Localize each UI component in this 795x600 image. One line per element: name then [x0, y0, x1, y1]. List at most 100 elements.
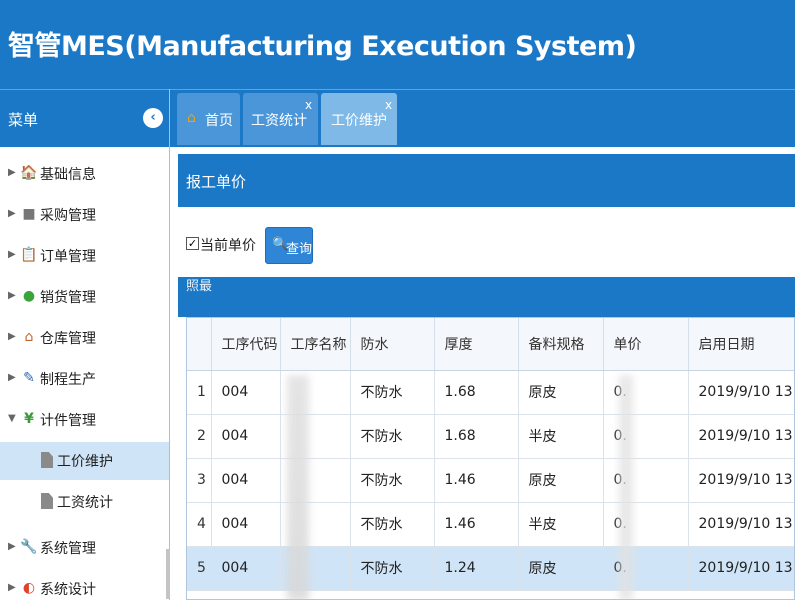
collapse-arrow-icon: ▼	[8, 413, 16, 424]
sidebar-item-piecework[interactable]: ▼ ¥ 计件管理	[0, 401, 169, 439]
cell-start-date: 2019/9/10 13:03:08	[688, 502, 794, 547]
cell-waterproof: 不防水	[350, 502, 435, 547]
tools-icon: 🔧	[20, 539, 38, 555]
cell-start-date: 2019/9/10 13:02:29	[688, 458, 794, 503]
cell-thickness: 1.68	[434, 370, 519, 415]
sidebar: 菜单 ‹ ▶ 🏠 基础信息 ▶ ■ 采购管理 ▶ 📋 订单管理 ▶ ● 销货管理…	[0, 89, 170, 600]
main-content: 报工单价 ✓ 当前单价 🔍 查询 照最 工序代码 工序名称 防水 厚度	[170, 147, 795, 600]
table-row[interactable]: 1 004 不防水 1.68 原皮 0. 2019/9/10 13:01:06	[187, 370, 794, 415]
folder-icon: ■	[22, 206, 36, 222]
cell-start-date: 2019/9/10 13:03:53	[688, 546, 794, 591]
row-number: 3	[187, 458, 212, 503]
sidebar-scrollbar[interactable]	[166, 549, 170, 599]
cell-process-code: 004	[211, 370, 281, 415]
table-row[interactable]: 2 004 不防水 1.68 半皮 0. 2019/9/10 13:02:06	[187, 414, 794, 459]
sidebar-item-label: 系统管理	[40, 541, 96, 557]
file-icon	[38, 492, 56, 510]
row-number: 5	[187, 546, 212, 591]
app-header: 智管MES(Manufacturing Execution System)	[0, 0, 795, 89]
sidebar-item-label: 制程生产	[40, 372, 96, 388]
table-header-row: 工序代码 工序名称 防水 厚度 备料规格 单价 启用日期	[187, 318, 794, 371]
table-row[interactable]: 3 004 不防水 1.46 原皮 0. 2019/9/10 13:02:29	[187, 458, 794, 503]
table-row-selected[interactable]: 5 004 不防水 1.24 原皮 0. 2019/9/10 13:03:53	[187, 546, 794, 591]
collapse-sidebar-button[interactable]: ‹	[143, 108, 163, 128]
tab-bar: ⌂ 首页 工资统计 x 工价维护 x	[170, 89, 795, 147]
menu-title: 菜单	[8, 111, 39, 129]
cell-waterproof: 不防水	[350, 414, 435, 459]
column-header[interactable]: 工序代码	[211, 318, 281, 371]
tab-close-icon[interactable]: x	[305, 98, 313, 112]
cell-thickness: 1.46	[434, 502, 519, 547]
redacted-unit-prices	[619, 375, 633, 599]
panel-header: 报工单价	[178, 154, 795, 207]
cell-thickness: 1.46	[434, 458, 519, 503]
sidebar-item-label: 系统设计	[40, 582, 96, 598]
rainbow-icon: ◐	[22, 580, 36, 596]
row-number: 1	[187, 370, 212, 415]
toolbar: ✓ 当前单价 🔍 查询	[178, 222, 795, 270]
column-header[interactable]: 厚度	[434, 318, 519, 371]
panel-title: 报工单价	[186, 173, 247, 191]
tab-salary-stats[interactable]: 工资统计 x	[243, 93, 318, 145]
sidebar-item-label: 采购管理	[40, 208, 96, 224]
expand-arrow-icon: ▶	[8, 331, 16, 342]
grid-caption: 照最	[186, 279, 213, 294]
column-header	[187, 318, 212, 371]
column-header[interactable]: 单价	[603, 318, 689, 371]
cell-unit-price: 0.	[603, 414, 689, 459]
app-title: 智管MES(Manufacturing Execution System)	[8, 31, 637, 62]
data-grid: 工序代码 工序名称 防水 厚度 备料规格 单价 启用日期 1 004 不防水 1…	[186, 317, 795, 600]
sidebar-item-label: 工价维护	[57, 454, 113, 470]
cell-process-code: 004	[211, 502, 281, 547]
order-icon: 📋	[20, 247, 38, 263]
cell-start-date: 2019/9/10 13:01:06	[688, 370, 794, 415]
sidebar-item-orders[interactable]: ▶ 📋 订单管理	[0, 237, 169, 275]
cell-waterproof: 不防水	[350, 546, 435, 591]
column-header[interactable]: 工序名称	[280, 318, 351, 371]
cell-material-spec: 原皮	[518, 370, 604, 415]
current-price-checkbox[interactable]: ✓	[186, 237, 199, 250]
search-icon: 🔍	[272, 237, 289, 252]
cell-unit-price: 0.	[603, 458, 689, 503]
query-button-label: 查询	[286, 242, 313, 257]
home-icon: ⌂	[187, 110, 196, 126]
sidebar-item-label: 销货管理	[40, 290, 96, 306]
sidebar-item-system-admin[interactable]: ▶ 🔧 系统管理	[0, 529, 169, 567]
sidebar-item-label: 仓库管理	[40, 331, 96, 347]
sidebar-item-production[interactable]: ▶ ✎ 制程生产	[0, 360, 169, 398]
tab-home[interactable]: ⌂ 首页	[177, 93, 240, 145]
query-button[interactable]: 🔍 查询	[265, 227, 313, 264]
row-number: 2	[187, 414, 212, 459]
column-header[interactable]: 备料规格	[518, 318, 604, 371]
cell-unit-price: 0.	[603, 370, 689, 415]
tab-label: 工资统计	[251, 113, 307, 129]
sidebar-item-purchase[interactable]: ▶ ■ 采购管理	[0, 196, 169, 234]
warehouse-icon: ⌂	[24, 329, 34, 345]
expand-arrow-icon: ▶	[8, 541, 16, 552]
house-icon: 🏠	[20, 165, 38, 181]
column-header[interactable]: 启用日期	[688, 318, 794, 371]
column-header[interactable]: 防水	[350, 318, 435, 371]
cell-material-spec: 半皮	[518, 414, 604, 459]
cell-unit-price: 0.	[603, 546, 689, 591]
redacted-process-names	[287, 375, 309, 599]
sidebar-item-basic-info[interactable]: ▶ 🏠 基础信息	[0, 155, 169, 193]
cell-process-code: 004	[211, 546, 281, 591]
sidebar-item-salary-stats[interactable]: 工资统计	[0, 483, 169, 521]
tab-price-maintenance[interactable]: 工价维护 x	[321, 93, 397, 145]
sidebar-item-system-design[interactable]: ▶ ◐ 系统设计	[0, 570, 169, 600]
tab-close-icon[interactable]: x	[385, 98, 393, 112]
cell-thickness: 1.68	[434, 414, 519, 459]
sidebar-item-warehouse[interactable]: ▶ ⌂ 仓库管理	[0, 319, 169, 357]
sidebar-item-label: 订单管理	[40, 249, 96, 265]
table-row[interactable]: 4 004 不防水 1.46 半皮 0. 2019/9/10 13:03:08	[187, 502, 794, 547]
sidebar-item-label: 计件管理	[40, 413, 96, 429]
sidebar-item-price-maintenance[interactable]: 工价维护	[0, 442, 169, 480]
expand-arrow-icon: ▶	[8, 582, 16, 593]
expand-arrow-icon: ▶	[8, 372, 16, 383]
sidebar-item-sales[interactable]: ▶ ● 销货管理	[0, 278, 169, 316]
cell-material-spec: 原皮	[518, 458, 604, 503]
tab-label: 首页	[205, 113, 233, 129]
expand-arrow-icon: ▶	[8, 290, 16, 301]
expand-arrow-icon: ▶	[8, 167, 16, 178]
